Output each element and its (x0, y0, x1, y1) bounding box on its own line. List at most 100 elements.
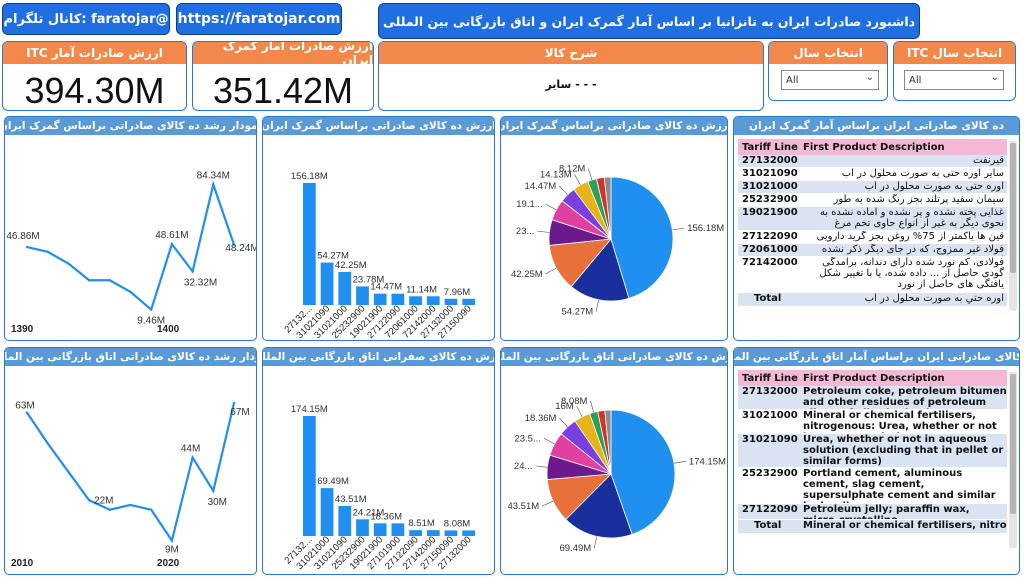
description-cell: Portland cement, aluminous cement, slag … (803, 468, 996, 503)
leader-line (593, 536, 598, 549)
bar (373, 523, 387, 536)
panel-title: ده کالای صادراتی ایران براساس آمار گمرک … (734, 117, 1019, 135)
table-row[interactable]: 25232900 سیمان سفید پرتلند بجز رنگ شده به… (738, 194, 1007, 207)
pie-customs-panel: ارزش ده کالای صادراتی براساس گمرک ایران … (500, 116, 728, 341)
product-description-card: شرح کالا - - - سایر (378, 41, 764, 111)
bar (303, 183, 316, 305)
pie-slice (565, 473, 633, 539)
data-point (212, 183, 215, 186)
bar-value-label: 23.78M (353, 274, 385, 285)
pie-itc-panel: ارزش ده کالای صادراتی اتاق بازرگانی بین … (500, 347, 728, 575)
description-cell: فولادی، کم نورد شده دارای دندانه، برآمدگ… (819, 257, 1004, 290)
panel-title: ارزش ده کالای صفراتی اتاق بازرگانی بین ا… (263, 348, 494, 366)
table-row[interactable]: 27132000 Petroleum coke, petroleum bitume… (738, 386, 1007, 410)
table-customs-panel: ده کالای صادراتی ایران براساس آمار گمرک … (733, 116, 1020, 341)
itc-year-filter-label: انتخاب سال ITC (894, 42, 1015, 64)
slice-label: 18.36M (525, 413, 557, 424)
slice-label: 14.13M (540, 170, 572, 181)
telegram-channel-button[interactable]: @faratojar :کانال تلگرام (2, 3, 170, 35)
data-label: 63M (15, 401, 34, 412)
table-scrollbar[interactable] (1009, 372, 1017, 548)
customs-export-value: 351.42M (212, 70, 354, 111)
data-point (191, 456, 194, 459)
growth-itc-panel: نمودار رشد ده کالای صادراتی اتاق بازرگان… (4, 347, 257, 575)
bar (444, 298, 458, 305)
bar (426, 530, 440, 536)
data-point (150, 508, 153, 511)
table-row[interactable]: 72142000 فولادی، کم نورد شده دارای دندانه… (738, 257, 1007, 293)
pie-customs-chart: 156.18M 54.27M 42.25M 23... 19.1... 14.47M14.… (511, 164, 724, 318)
col-header-tariff: Tariff Line (742, 372, 798, 384)
table-row[interactable]: 25232900 Portland cement, aluminous cemen… (738, 468, 1007, 504)
tariff-cell: 31021090 (742, 434, 798, 445)
table-itc-panel: ده کالای صادراتی ایران براساس آمار اتاق … (733, 347, 1020, 575)
table-row[interactable]: 27122090 Petroleum jelly; paraffin wax, m… (738, 504, 1007, 520)
leader-line (535, 465, 548, 468)
data-point (150, 308, 153, 311)
description-cell: قیرنفت (973, 155, 1004, 166)
x-tick-label: 2020 (157, 558, 180, 569)
panel-title: ارزش ده کالای صادراتی براساس گمرک ایران (501, 117, 727, 135)
year-filter-card: انتخاب سال All ⌄ (768, 41, 888, 101)
table-row[interactable]: 31021090 سایر اوره حتی به صورت محلول در آ… (738, 168, 1007, 181)
bar (444, 530, 458, 536)
slice-label: 8.08M (561, 396, 587, 407)
table-row[interactable]: 27122090 قین ها یاکمتر از 75% روغن بجز گر… (738, 231, 1007, 244)
bar (426, 296, 440, 305)
slice-label: 43.51M (507, 501, 539, 512)
bar-value-label: 14.47M (370, 282, 402, 293)
bar-value-label: 69.49M (317, 476, 349, 487)
slice-label: 174.15M (689, 456, 726, 467)
table-row[interactable]: 31021000 Mineral or chemical fertilisers,… (738, 410, 1007, 434)
data-point (191, 270, 194, 273)
tariff-cell: 72061000 (742, 244, 798, 255)
table-row[interactable]: 19021900 غذایی پخته نشده و پر نشده و آماد… (738, 207, 1007, 231)
slice-label: 156.18M (687, 223, 724, 234)
data-point (170, 539, 174, 542)
bar-value-label: 156.18M (291, 171, 328, 182)
x-tick-label: 1390 (11, 324, 34, 335)
year-select[interactable]: All ⌄ (781, 70, 879, 90)
leader-line (576, 406, 583, 418)
leader-line (542, 500, 554, 507)
table-row[interactable]: 31021000 اوره حتی به صورت محلول در آب (738, 181, 1007, 194)
itc-export-label: ارزش صادرات آمار ITC (3, 42, 186, 64)
growth-customs-panel: نمودار رشد ده کالای صادراتی براساس گمرک … (4, 116, 257, 341)
bar (338, 506, 352, 536)
description-cell: Petroleum jelly; paraffin wax, micro-cry… (803, 504, 970, 519)
table-scrollbar[interactable] (1009, 141, 1017, 311)
total-description: Mineral or chemical fertilisers, nitroge… (803, 520, 1007, 531)
bar (462, 298, 476, 305)
pie-itc-chart: 174.15M 69.49M 43.51M 24... 23.5... 18.36M16M… (507, 396, 726, 554)
bar (409, 296, 422, 305)
data-label: 9M (165, 545, 179, 556)
slice-label: 69.49M (559, 543, 591, 554)
col-header-description: First Product Description (803, 141, 945, 153)
customs-export-label: ارزش صادرات آمار گمرک ایران (193, 42, 373, 67)
product-description-label: شرح کالا (379, 42, 763, 64)
bar-value-label: 8.51M (408, 518, 434, 529)
pie-slice (610, 176, 674, 299)
slice-label: 23... (516, 226, 535, 237)
pie-slice (610, 409, 676, 535)
website-link-button[interactable]: https://faratojar.com (176, 3, 342, 35)
table-row[interactable]: 27132000 قیرنفت (738, 155, 1007, 168)
bar-itc-panel: ارزش ده کالای صفراتی اتاق بازرگانی بین ا… (262, 347, 495, 575)
data-point (170, 242, 174, 246)
tariff-cell: 25232900 (742, 468, 798, 479)
data-point (25, 245, 29, 249)
bar-itc-chart: 174.15M27132...69.49M3102100043.51M31021… (282, 404, 476, 572)
tariff-cell: 72142000 (742, 257, 798, 268)
tariff-cell: 31021000 (742, 410, 798, 421)
data-point (25, 411, 29, 414)
data-point (232, 401, 236, 405)
itc-export-value-card: ارزش صادرات آمار ITC 394.30M (2, 41, 187, 111)
dashboard-title: داشبورد صادرات ایران به تانزانیا بر اساس… (378, 3, 920, 39)
bar-value-label: 7.96M (444, 287, 470, 298)
bar-value-label: 42.25M (335, 260, 367, 271)
total-label: Total (754, 520, 782, 531)
bar (462, 530, 476, 536)
itc-year-select[interactable]: All ⌄ (904, 70, 1004, 90)
table-row[interactable]: 31021090 Urea, whether or not in aqueous … (738, 434, 1007, 468)
table-row[interactable]: 72061000 فولاد غیر ممزوج، که در جای دیگر … (738, 244, 1007, 257)
